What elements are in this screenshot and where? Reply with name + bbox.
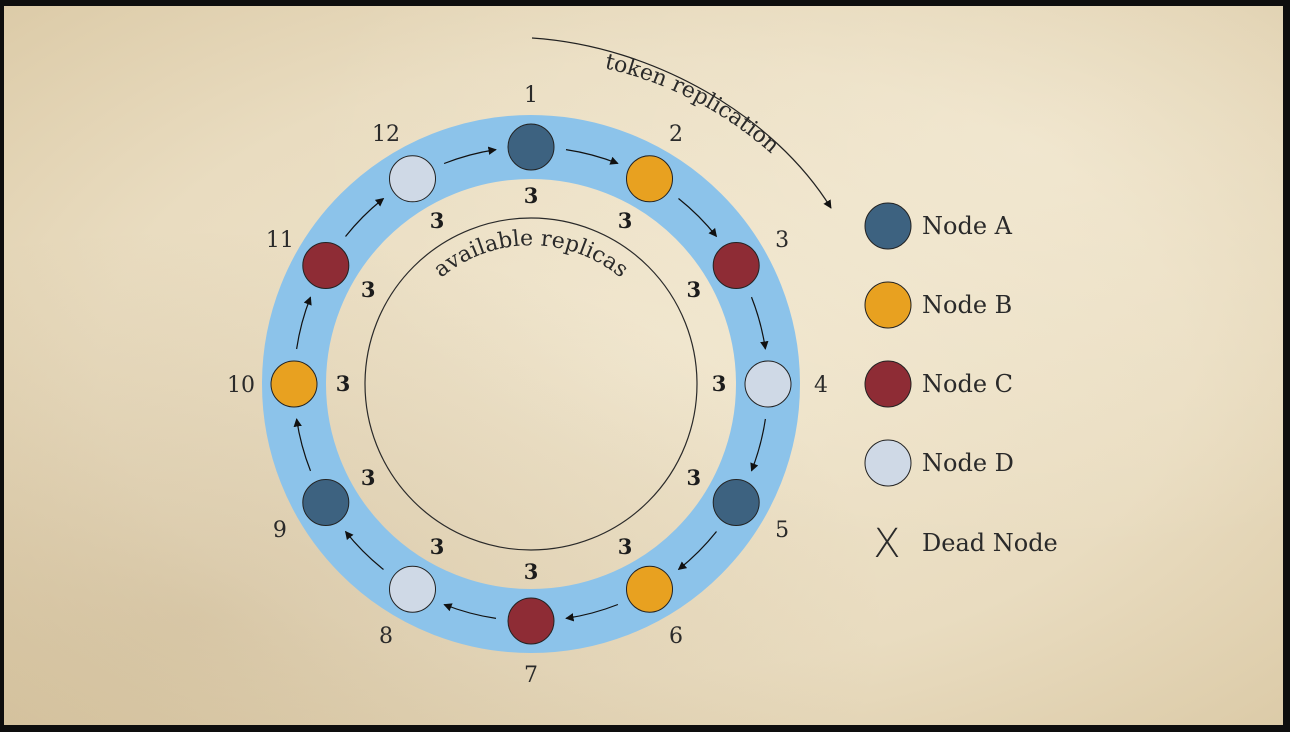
position-label-1: 1 bbox=[524, 83, 538, 108]
node-b-swatch bbox=[864, 281, 912, 329]
ring-arrow-10 bbox=[296, 296, 312, 350]
ring-node-11 bbox=[302, 242, 350, 289]
replica-count-3: 3 bbox=[686, 277, 701, 302]
ring-arrow-5 bbox=[677, 531, 717, 571]
replica-circle bbox=[364, 217, 698, 551]
position-label-11: 11 bbox=[266, 228, 294, 253]
legend-label-dead-node: Dead Node bbox=[922, 529, 1058, 557]
node-a-swatch bbox=[864, 202, 912, 250]
token-ring-diagram: available replicas token replication 123… bbox=[227, 37, 1058, 688]
ring-arrow-8 bbox=[344, 530, 384, 570]
legend-item-node-d: Node D bbox=[864, 439, 1014, 487]
dead-node-x-icon: X bbox=[873, 521, 900, 567]
position-label-10: 10 bbox=[227, 373, 255, 398]
replica-count-2: 3 bbox=[618, 208, 633, 233]
position-label-12: 12 bbox=[372, 122, 400, 147]
position-label-2: 2 bbox=[669, 122, 683, 147]
ring-arrow-6 bbox=[565, 603, 619, 622]
ring-node-4 bbox=[744, 360, 792, 408]
ring-node-8 bbox=[389, 565, 436, 613]
legend-item-node-c: Node C bbox=[864, 360, 1013, 408]
replica-count-11: 3 bbox=[361, 277, 376, 302]
ring-node-1 bbox=[507, 123, 555, 171]
replica-count-12: 3 bbox=[430, 208, 445, 233]
legend-label-node-c: Node C bbox=[922, 370, 1013, 398]
node-c-swatch bbox=[864, 360, 912, 408]
ring-node-9 bbox=[302, 479, 350, 526]
legend-item-node-b: Node B bbox=[864, 281, 1012, 329]
ring-node-7 bbox=[507, 597, 555, 645]
legend-item-node-a: Node A bbox=[864, 202, 1013, 250]
ring-arrow-4 bbox=[750, 418, 766, 472]
legend-label-node-d: Node D bbox=[922, 449, 1014, 477]
legend-item-dead-node: X Dead Node bbox=[873, 521, 1057, 567]
replica-count-9: 3 bbox=[361, 465, 376, 490]
ring-node-12 bbox=[389, 155, 436, 203]
position-label-7: 7 bbox=[524, 663, 538, 688]
legend-label-node-b: Node B bbox=[922, 291, 1012, 319]
ring-arrow-7 bbox=[443, 603, 497, 619]
position-label-9: 9 bbox=[273, 518, 287, 543]
node-d-swatch bbox=[864, 439, 912, 487]
ring-node-2 bbox=[626, 155, 673, 203]
position-label-8: 8 bbox=[379, 624, 393, 649]
token-replication-arrow bbox=[531, 37, 832, 209]
ring-arrow-12 bbox=[443, 146, 497, 165]
ring-arrow-1 bbox=[565, 149, 619, 165]
position-label-6: 6 bbox=[669, 624, 683, 649]
ring-arrow-2 bbox=[678, 198, 718, 238]
replica-count-5: 3 bbox=[686, 465, 701, 490]
ring-node-6 bbox=[626, 565, 673, 613]
replica-count-7: 3 bbox=[524, 559, 539, 584]
replica-count-1: 3 bbox=[524, 183, 539, 208]
ring-arrow-11 bbox=[345, 197, 385, 237]
legend: Node A Node B Node C Node D X Dead Node bbox=[864, 202, 1058, 567]
replica-count-6: 3 bbox=[618, 534, 633, 559]
ring-node-5 bbox=[712, 479, 760, 526]
legend-label-node-a: Node A bbox=[922, 212, 1013, 240]
replica-count-8: 3 bbox=[430, 534, 445, 559]
ring-node-10 bbox=[270, 360, 318, 408]
position-label-3: 3 bbox=[775, 228, 789, 253]
ring-node-3 bbox=[712, 242, 760, 289]
replica-count-4: 3 bbox=[712, 371, 727, 396]
replica-count-10: 3 bbox=[336, 371, 351, 396]
ring-arrow-9 bbox=[293, 418, 312, 472]
position-label-5: 5 bbox=[775, 518, 789, 543]
ring-arrow-3 bbox=[750, 296, 769, 350]
position-label-4: 4 bbox=[814, 373, 828, 398]
